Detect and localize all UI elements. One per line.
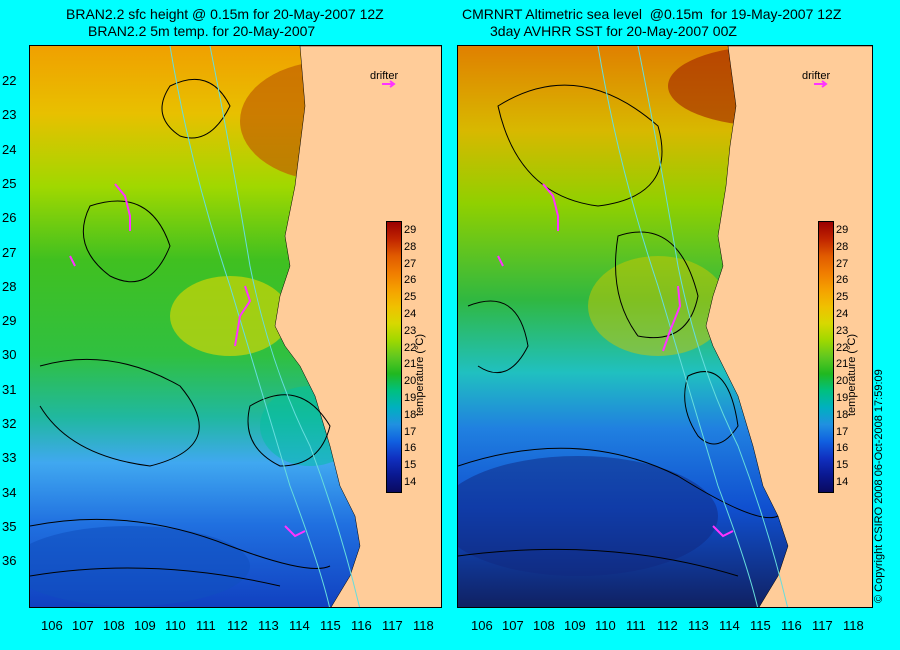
longitude-tick-label: 111 (626, 618, 646, 633)
left-drifter-label: drifter (370, 70, 399, 82)
right-contours (458, 84, 779, 577)
longitude-tick-label: 118 (843, 618, 864, 633)
colorbar-tick-label: 16 (836, 442, 849, 455)
right-title-line1: CMRNRT Altimetric sea level @0.15m for 1… (462, 6, 842, 22)
colorbar-tick-label: 14 (836, 476, 849, 488)
left-drifter-tracks (69, 183, 306, 538)
colorbar-tick-label: 15 (836, 459, 849, 472)
latitude-tick-label: 34 (2, 484, 17, 500)
latitude-tick-label: 36 (2, 553, 17, 569)
colorbar-tick-label: 16 (404, 442, 417, 455)
longitude-tick-label: 109 (134, 618, 156, 633)
colorbar-tick-label: 15 (404, 459, 417, 472)
latitude-tick-label: 26 (2, 210, 17, 226)
colorbar-tick-label: 20 (404, 375, 417, 388)
latitude-tick-label: 28 (2, 278, 17, 294)
latitude-tick-label: 22 (2, 73, 17, 88)
left-colorbar-title: temperature (°C) (414, 333, 426, 416)
longitude-tick-label: 111 (196, 618, 216, 633)
colorbar-tick-label: 19 (404, 392, 417, 404)
latitude-tick-label: 32 (2, 416, 17, 431)
colorbar-tick-label: 26 (836, 274, 849, 287)
longitude-tick-label: 115 (750, 618, 771, 633)
colorbar-tick-label: 27 (836, 257, 849, 270)
left-bathymetry (169, 46, 361, 607)
latitude-tick-label: 33 (2, 450, 17, 466)
longitude-tick-label: 109 (564, 618, 586, 633)
colorbar-tick-label: 23 (404, 324, 417, 337)
colorbar-tick-label: 22 (836, 341, 849, 354)
latitude-tick-label: 29 (2, 313, 17, 329)
left-title-line2: BRAN2.2 5m temp. for 20-May-2007 (88, 23, 316, 39)
longitude-tick-label: 106 (471, 618, 493, 633)
longitude-tick-label: 117 (382, 618, 403, 633)
longitude-tick-label: 107 (72, 618, 94, 633)
colorbar-tick-label: 17 (404, 425, 417, 438)
longitude-tick-label: 106 (41, 618, 63, 633)
colorbar-tick-label: 27 (404, 257, 417, 270)
colorbar-tick-label: 19 (836, 392, 849, 404)
longitude-tick-label: 112 (227, 618, 248, 633)
latitude-tick-label: 25 (2, 175, 17, 191)
right-colorbar (818, 221, 834, 493)
longitude-tick-label: 118 (413, 618, 434, 633)
longitude-tick-label: 112 (657, 618, 678, 633)
left-map-canvas (30, 46, 441, 607)
colorbar-tick-label: 29 (836, 224, 849, 236)
right-bathymetry (597, 46, 789, 607)
colorbar-tick-label: 20 (836, 375, 849, 388)
left-drifter-legend-icon (382, 80, 396, 88)
longitude-tick-label: 115 (320, 618, 341, 633)
left-colorbar (386, 221, 402, 493)
left-map: drifter 29 28 27 26 25 24 23 22 21 20 19 18 17 16 15 14… (29, 45, 442, 608)
latitude-tick-label: 31 (2, 381, 17, 397)
longitude-tick-label: 110 (165, 618, 186, 633)
colorbar-tick-label: 17 (836, 425, 849, 438)
colorbar-tick-label: 21 (836, 358, 849, 371)
right-title-line2: 3day AVHRR SST for 20-May-2007 00Z (490, 23, 737, 39)
right-map: drifter 29 28 27 26 25 24 23 22 21 20 19 18 17 16 15 14… (457, 45, 873, 608)
longitude-tick-label: 116 (351, 618, 372, 633)
longitude-tick-label: 114 (289, 618, 310, 633)
longitude-tick-label: 114 (719, 618, 740, 633)
longitude-tick-label: 117 (812, 618, 833, 633)
latitude-tick-label: 30 (2, 347, 17, 363)
colorbar-tick-label: 23 (836, 324, 849, 337)
colorbar-tick-label: 24 (404, 308, 417, 320)
right-colorbar-title: temperature (°C) (846, 333, 858, 416)
right-drifter-legend-icon (814, 80, 828, 88)
colorbar-tick-label: 24 (836, 308, 849, 320)
latitude-tick-label: 27 (2, 244, 17, 260)
colorbar-tick-label: 14 (404, 476, 417, 488)
colorbar-tick-label: 25 (404, 291, 417, 304)
colorbar-tick-label: 29 (404, 224, 417, 236)
right-drifter-tracks (497, 183, 734, 538)
longitude-tick-label: 113 (688, 618, 709, 633)
longitude-tick-label: 116 (781, 618, 802, 633)
right-map-canvas (458, 46, 872, 607)
copyright-notice: © Copyright CSIRO 2008 06-Oct-2008 17:59… (873, 369, 885, 603)
colorbar-tick-label: 22 (404, 341, 417, 354)
colorbar-tick-label: 21 (404, 358, 417, 371)
left-title-line1: BRAN2.2 sfc height @ 0.15m for 20-May-20… (66, 6, 384, 22)
colorbar-tick-label: 25 (836, 291, 849, 304)
latitude-tick-label: 23 (2, 107, 17, 123)
left-contours (30, 78, 331, 587)
latitude-tick-label: 24 (2, 141, 17, 157)
colorbar-tick-label: 18 (404, 408, 417, 421)
left-panel-title: BRAN2.2 sfc height @ 0.15m for 20-May-20… (66, 6, 384, 40)
colorbar-tick-label: 26 (404, 274, 417, 287)
longitude-tick-label: 108 (103, 618, 125, 633)
right-panel-title: CMRNRT Altimetric sea level @0.15m for 1… (462, 6, 841, 40)
colorbar-tick-label: 28 (836, 240, 849, 253)
colorbar-tick-label: 28 (404, 240, 417, 253)
longitude-tick-label: 113 (258, 618, 279, 633)
latitude-tick-label: 35 (2, 518, 17, 534)
longitude-tick-label: 108 (533, 618, 555, 633)
colorbar-tick-label: 18 (836, 408, 849, 421)
longitude-tick-label: 110 (595, 618, 616, 633)
longitude-tick-label: 107 (502, 618, 524, 633)
right-drifter-label: drifter (802, 70, 831, 82)
